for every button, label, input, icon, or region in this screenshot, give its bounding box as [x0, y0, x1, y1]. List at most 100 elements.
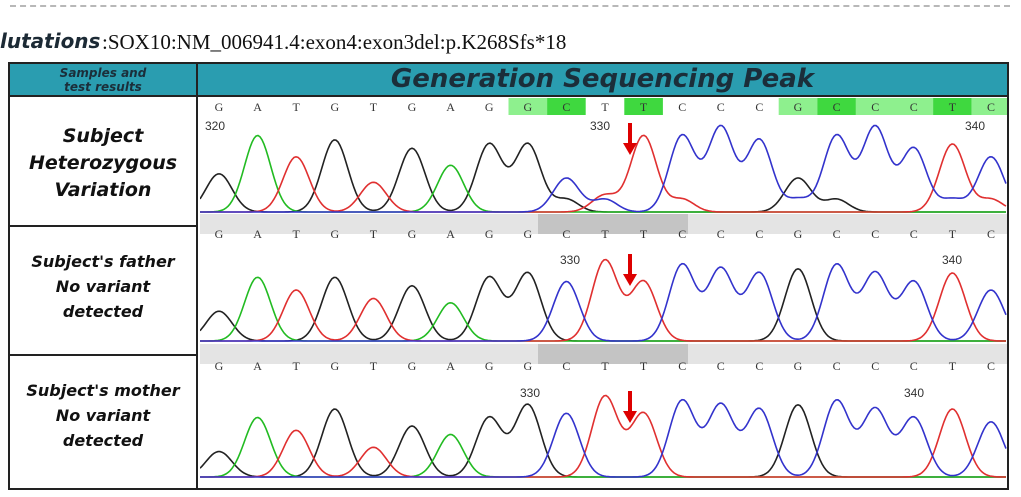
subject-label-line2: Heterozygous: [28, 152, 178, 174]
base-letter: T: [370, 100, 378, 114]
mutations-label: lutations: [0, 29, 101, 53]
base-highlight: [624, 98, 663, 115]
base-letter: C: [717, 359, 725, 373]
trace-g: [200, 139, 1006, 213]
base-letter: C: [833, 227, 841, 241]
trace-c: [200, 124, 1007, 213]
samples-header-line1: Samples and: [59, 66, 147, 80]
base-letter: C: [678, 359, 686, 373]
base-letter: A: [253, 359, 262, 373]
base-letter: G: [794, 359, 803, 373]
base-highlight: [894, 98, 934, 115]
base-letter: T: [949, 227, 957, 241]
base-letter: G: [523, 359, 532, 373]
base-letter: C: [987, 100, 995, 114]
base-letter: C: [987, 227, 995, 241]
mother-label-line1: Subject's mother: [26, 381, 180, 400]
base-letter: T: [293, 359, 301, 373]
samples-header-line2: test results: [64, 80, 142, 94]
subject-row-label: Subject Heterozygous Variation: [10, 123, 196, 204]
base-letter: C: [562, 359, 570, 373]
base-letter: T: [370, 227, 378, 241]
base-highlight: [778, 98, 818, 115]
base-letter: G: [485, 227, 494, 241]
trace-t: [200, 134, 1007, 213]
row-separator: [10, 354, 196, 356]
trace-g: [200, 267, 1006, 342]
base-letter: C: [910, 359, 918, 373]
base-letter: C: [755, 227, 763, 241]
trace-g: [200, 403, 1006, 478]
position-label: 330: [560, 253, 580, 267]
base-highlight: [855, 98, 895, 115]
trace-c: [200, 262, 1007, 342]
base-letter: G: [485, 359, 494, 373]
base-letter: A: [253, 227, 262, 241]
base-letter: T: [601, 359, 609, 373]
base-letter: T: [640, 100, 648, 114]
base-letter: T: [949, 359, 957, 373]
base-letter: A: [446, 359, 455, 373]
base-letter: A: [446, 227, 455, 241]
base-letter: C: [871, 359, 879, 373]
base-highlight: [817, 98, 856, 115]
table-title: Generation Sequencing Peak: [198, 64, 1007, 97]
base-letter: G: [794, 100, 803, 114]
base-letter: C: [910, 227, 918, 241]
base-letter: C: [871, 227, 879, 241]
father-label-line2: No variant: [55, 277, 151, 296]
base-letter: C: [717, 100, 725, 114]
sample-labels-column: Subject Heterozygous Variation Subject's…: [10, 97, 198, 488]
quality-bar-highlight: [538, 214, 688, 234]
base-letter: G: [408, 359, 417, 373]
mother-row-label: Subject's mother No variant detected: [10, 378, 196, 453]
base-letter: G: [215, 227, 224, 241]
base-letter: G: [485, 100, 494, 114]
trace-c: [200, 398, 1007, 478]
top-dashed-divider: [10, 5, 1010, 7]
position-label: 340: [965, 119, 985, 133]
base-letter: C: [833, 100, 841, 114]
position-label: 340: [942, 253, 962, 267]
trace-t: [200, 394, 1006, 478]
base-letter: C: [871, 100, 879, 114]
base-letter: T: [293, 227, 301, 241]
base-letter: C: [678, 227, 686, 241]
father-label-line3: detected: [62, 302, 144, 321]
base-highlight: [971, 98, 1007, 115]
base-letter: C: [755, 359, 763, 373]
base-letter: G: [215, 100, 224, 114]
position-label: 330: [590, 119, 610, 133]
base-letter: C: [562, 227, 570, 241]
base-letter: C: [910, 100, 918, 114]
base-letter: T: [601, 100, 609, 114]
mutation-description: :SOX10:NM_006941.4:exon4:exon3del:p.K268…: [102, 30, 567, 54]
variant-arrowhead: [623, 411, 637, 423]
base-highlight: [547, 98, 586, 115]
row-separator: [10, 225, 196, 227]
base-letter: G: [330, 100, 339, 114]
base-highlight: [933, 98, 972, 115]
position-label: 330: [520, 386, 540, 400]
position-label: 320: [205, 119, 225, 133]
mother-label-line3: detected: [62, 431, 144, 450]
father-row-label: Subject's father No variant detected: [10, 249, 196, 324]
base-letter: G: [330, 227, 339, 241]
samples-header: Samples and test results: [10, 64, 198, 97]
subject-label-line1: Subject: [62, 125, 144, 147]
base-letter: G: [408, 227, 417, 241]
base-letter: C: [678, 100, 686, 114]
chromatogram-panels: G A T G T G A G G C T T C C C G C C C T C 320 330 340 G A T G T G A G G C…: [200, 98, 1007, 478]
base-letter: T: [293, 100, 301, 114]
base-letter: G: [523, 227, 532, 241]
position-label: 340: [904, 386, 924, 400]
variant-arrowhead: [623, 143, 637, 155]
variant-arrowhead: [623, 274, 637, 286]
base-letter: T: [949, 100, 957, 114]
father-label-line1: Subject's father: [31, 252, 175, 271]
results-table: Samples and test results Generation Sequ…: [8, 62, 1009, 490]
subject-label-line3: Variation: [54, 179, 152, 201]
base-letter: G: [330, 359, 339, 373]
base-letter: G: [523, 100, 532, 114]
base-letter: C: [717, 227, 725, 241]
